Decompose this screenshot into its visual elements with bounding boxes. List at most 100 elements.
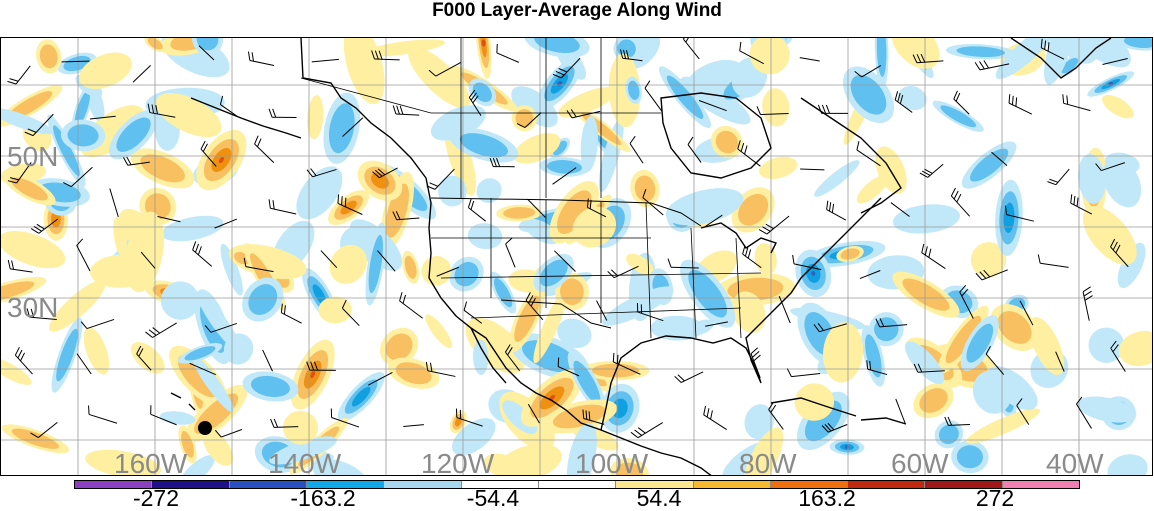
negative-anomaly-contour [956,445,983,469]
cuba [770,397,857,417]
map-title: F000 Layer-Average Along Wind [432,0,722,21]
wind-barb [76,353,92,375]
positive-anomaly-contour [83,327,110,375]
negative-anomaly-contour [744,404,774,440]
positive-anomaly-contour [395,362,432,385]
negative-anomaly-contour [56,328,78,382]
wind-barb [341,299,360,327]
negative-anomaly-contour [1123,38,1152,49]
wind-barb [750,347,761,378]
state-borders [431,198,762,339]
wind-barb [371,50,400,61]
lon-label-120w: 120W [421,448,495,476]
lon-label-60w: 60W [891,448,949,476]
negative-anomaly-contour [940,105,977,128]
colorbar-segment [228,481,306,488]
wind-barb [30,218,58,234]
negative-anomaly-contour [546,160,582,174]
aleutian-islands [190,97,302,139]
wind-barb [467,198,486,222]
colorbar [74,480,1080,489]
wind-barb [463,301,483,324]
positive-anomaly-contour [155,93,222,138]
positive-anomaly-contour [307,95,324,140]
positive-anomaly-contour [856,175,889,204]
wind-barb [192,241,213,267]
wind-barb [7,162,32,184]
negative-anomaly-contour [686,319,714,337]
wind-barb [280,303,302,324]
wind-barb [504,344,521,371]
wind-barb [642,189,664,216]
wind-barb [944,416,970,426]
wind-barb [953,90,970,115]
wind-barb [552,57,581,79]
wind-barb [243,257,274,273]
positive-anomaly-contour [484,453,526,475]
wind-barb [636,303,664,322]
baja-peninsula [470,327,507,384]
labrador-coast [800,97,902,214]
wind-barb [985,345,1005,375]
positive-anomaly-contour [481,39,486,47]
location-marker [198,421,212,435]
negative-anomaly-contour [995,38,1058,80]
wind-barb [247,51,275,66]
gulf-coast [600,197,882,431]
wind-barb [630,422,663,439]
west-coast [428,277,642,447]
wind-barb [496,43,520,63]
negative-anomaly-contour [368,234,383,294]
negative-anomaly-contour [956,46,1005,58]
wind-barb [854,65,882,78]
wind-barb [204,322,237,333]
wind-barb [527,198,546,218]
wind-barb [157,216,181,223]
negative-anomaly-contour [1,107,54,135]
wind-barb [552,167,577,185]
wind-barb [189,362,216,376]
wind-barb [705,321,728,327]
positive-anomaly-contour [39,44,58,69]
positive-anomaly-contour [11,177,48,201]
positive-anomaly-contour [556,190,592,235]
wind-barb [525,292,544,321]
negative-anomaly-contour [566,422,597,475]
colorbar-label-pos54: 54.4 [636,485,682,511]
negative-anomaly-contour [617,39,636,59]
wind-barb [214,429,243,438]
wind-barb [262,349,273,372]
great-lakes [700,222,777,254]
wind-barb [200,140,217,167]
map-panel: 50N 30N 160W 140W 120W 100W 80W 60W 40W [0,37,1153,476]
wind-barb [426,168,455,190]
wind-barb [875,318,908,328]
positive-anomaly-contour [762,88,790,127]
positive-anomaly-contour [626,253,654,275]
wind-barb [337,194,363,215]
positive-anomaly-contour [1,356,32,386]
wind-barb [1110,238,1129,268]
wind-barb [1095,162,1126,172]
wind-barb [742,245,762,269]
wind-barb [1016,398,1030,425]
wind-barb [123,156,150,166]
positive-anomaly-contour [11,428,59,449]
wind-barb [24,113,54,137]
negative-anomaly-contour [67,124,99,147]
wind-barb [428,62,462,77]
lat-label-30n: 30N [7,292,59,323]
shaded-anomaly-layer [1,38,1152,475]
wind-barb [786,368,821,378]
negative-anomaly-contour [679,76,751,125]
wind-barb [306,361,336,371]
positive-anomaly-contour [738,193,769,226]
wind-barb [89,115,116,120]
negative-anomaly-contour [248,284,278,315]
colorbar-label-neg54: -54.4 [466,485,520,511]
colorbar-segment [460,481,538,488]
positive-anomaly-contour [754,243,777,275]
wind-barb [768,401,784,430]
wind-barb [894,91,913,113]
wind-barb [145,322,177,338]
